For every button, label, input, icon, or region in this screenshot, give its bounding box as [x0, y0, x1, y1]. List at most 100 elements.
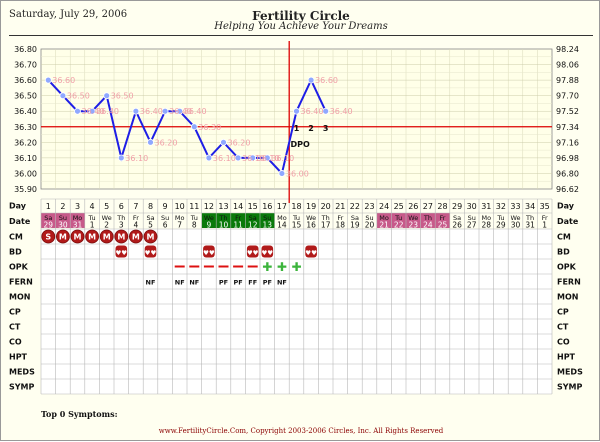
date-number: 22: [394, 221, 404, 230]
y-tick-label-right: 98.24: [556, 45, 579, 54]
day-number: 21: [335, 202, 345, 211]
y-tick-label-right: 97.34: [556, 123, 579, 132]
row-band: [41, 289, 552, 304]
day-number: 28: [437, 202, 447, 211]
weekday: Mo: [73, 214, 83, 222]
cm-marker: [41, 229, 56, 244]
temperature-point-label: 36.00: [286, 169, 309, 178]
period-date-cell: [435, 213, 450, 228]
day-number: 7: [133, 202, 138, 211]
day-number: 6: [119, 202, 124, 211]
fertile-date-cell: [216, 213, 231, 228]
weekday: Tu: [496, 214, 504, 222]
weekday: Fr: [133, 214, 139, 222]
temperature-point: [44, 76, 52, 84]
y-tick-label-right: 96.98: [556, 154, 579, 163]
date-number: 5: [148, 221, 153, 230]
bd-marker: [203, 245, 215, 258]
temperature-point-label: 36.60: [52, 76, 75, 85]
row-label-left: CO: [9, 338, 22, 347]
day-number: 19: [306, 202, 316, 211]
bd-marker: [246, 245, 259, 258]
day-number: 29: [452, 202, 462, 211]
y-tick-label-left: 36.00: [14, 169, 37, 178]
y-tick-label-left: 36.60: [14, 76, 37, 85]
row-label-left: SYMP: [9, 383, 35, 392]
y-tick-label-right: 96.80: [556, 169, 579, 178]
temperature-point-label: 36.10: [271, 154, 294, 163]
date-number: 6: [163, 221, 168, 230]
cm-marker: [56, 229, 70, 244]
day-number: 20: [321, 202, 331, 211]
row-band: [41, 334, 552, 349]
date-number: 23: [409, 221, 419, 230]
fern-code: FF: [248, 279, 257, 287]
row-band: [41, 364, 552, 379]
date-number: 3: [119, 221, 124, 230]
opk-positive-mark: ✚: [277, 260, 287, 274]
opk-positive-mark: ✚: [262, 260, 272, 274]
temperature-point: [190, 123, 198, 131]
row-label-right: CP: [557, 308, 569, 317]
weekday: Sa: [146, 214, 154, 222]
day-number: 11: [189, 202, 199, 211]
weekday: Th: [525, 214, 534, 222]
date-number: 17: [321, 221, 331, 230]
date-number: 16: [306, 221, 316, 230]
row-label-right: SYMP: [557, 383, 583, 392]
date-number: 30: [511, 221, 521, 230]
cm-marker: [143, 229, 158, 244]
temperature-point: [293, 107, 300, 115]
row-band: [41, 319, 552, 334]
temperature-point-label: 36.20: [228, 138, 251, 147]
date-number: 10: [219, 221, 229, 230]
temperature-point: [278, 170, 286, 177]
cm-code: M: [59, 233, 67, 242]
fertile-date-cell: [201, 213, 217, 228]
row-label-right: Date: [557, 217, 579, 226]
temperature-point: [205, 154, 213, 162]
day-number: 31: [481, 202, 491, 211]
row-band: [41, 244, 552, 259]
dpo-label: DPO: [291, 140, 311, 149]
cm-code: M: [74, 233, 82, 242]
row-band: [41, 229, 552, 244]
temperature-point: [161, 107, 169, 115]
day-number: 30: [467, 202, 477, 211]
weekday: Su: [59, 214, 67, 222]
period-date-cell: [70, 213, 85, 228]
y-tick-label-right: 97.88: [556, 76, 579, 85]
date-number: 19: [350, 221, 360, 230]
temperature-point: [117, 154, 125, 162]
weekday: Sa: [453, 214, 461, 222]
temperature-series: [41, 41, 552, 203]
period-date-cell: [420, 213, 436, 228]
row-band: [41, 304, 552, 319]
date-number: 4: [134, 221, 139, 230]
fertile-date-cell: [245, 213, 260, 228]
weekday: Mo: [277, 214, 287, 222]
row-label-right: BD: [557, 248, 570, 257]
day-number: 10: [175, 202, 185, 211]
bd-icon: ♥♥: [261, 249, 273, 257]
y-tick-label-left: 36.80: [14, 45, 37, 54]
day-number: 34: [525, 202, 535, 211]
weekday: Th: [423, 214, 432, 222]
y-tick-label-left: 36.70: [14, 61, 37, 70]
day-number: 8: [148, 202, 153, 211]
cm-code: M: [117, 233, 125, 242]
opk-positive-mark: ✚: [291, 260, 301, 274]
date-number: 13: [263, 221, 273, 230]
grid: [40, 48, 553, 190]
weekday: Su: [263, 214, 271, 222]
weekday: Sa: [351, 214, 359, 222]
date-number: 11: [233, 221, 243, 230]
period-date-cell: [391, 213, 406, 228]
y-tick-label-left: 35.90: [14, 185, 37, 194]
weekday: Th: [218, 214, 227, 222]
day-number: 22: [350, 202, 360, 211]
row-label-left: Day: [9, 202, 27, 211]
chart-title: Fertility Circle: [252, 9, 350, 23]
symptoms-label: Top 0 Symptoms:: [41, 409, 118, 419]
bd-marker: [144, 245, 157, 258]
